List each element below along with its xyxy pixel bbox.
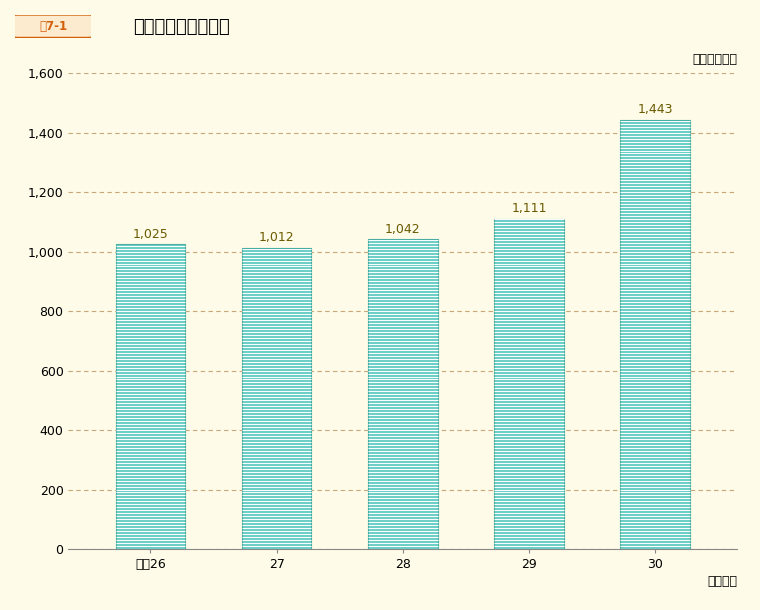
Bar bbox=[368, 239, 438, 549]
Bar bbox=[494, 218, 564, 549]
Text: 1,042: 1,042 bbox=[385, 223, 420, 235]
Bar bbox=[620, 120, 690, 549]
Text: （単位：件）: （単位：件） bbox=[692, 53, 737, 66]
Text: 1,111: 1,111 bbox=[511, 202, 546, 215]
Text: 1,443: 1,443 bbox=[638, 103, 673, 117]
Text: 苦情相談件数の推移: 苦情相談件数の推移 bbox=[133, 18, 230, 37]
Bar bbox=[116, 244, 185, 549]
Text: （年度）: （年度） bbox=[708, 575, 737, 588]
Bar bbox=[242, 248, 312, 549]
Text: 図7-1: 図7-1 bbox=[39, 20, 68, 33]
Text: 1,025: 1,025 bbox=[132, 228, 168, 240]
FancyBboxPatch shape bbox=[12, 15, 94, 38]
Text: 1,012: 1,012 bbox=[259, 231, 294, 245]
